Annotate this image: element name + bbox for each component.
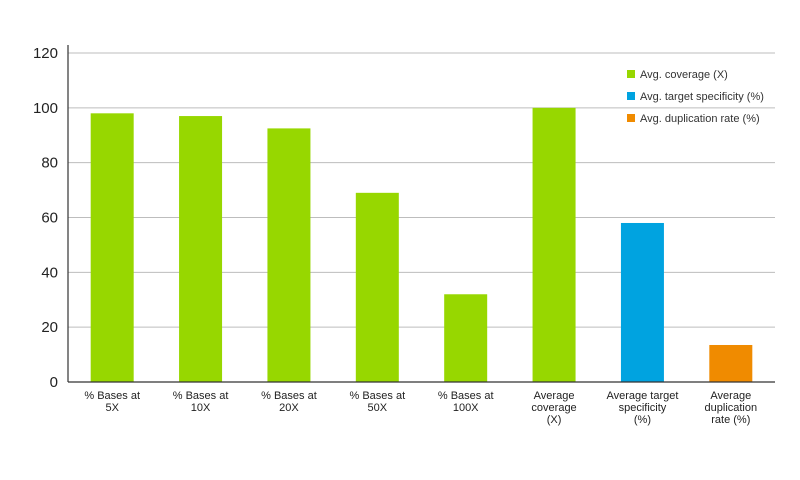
y-tick-label: 60 — [41, 210, 58, 227]
x-tick-label: % Bases at 10X — [173, 390, 229, 414]
legend-label: Avg. coverage (X) — [640, 69, 728, 81]
y-tick-label: 40 — [41, 264, 58, 281]
y-axis-ticks: 0 20 40 60 80 100 120 — [33, 45, 58, 391]
x-tick-label: Average target specificity (%) — [606, 390, 678, 426]
legend-swatch — [627, 114, 635, 122]
y-tick-label: 120 — [33, 45, 58, 62]
y-tick-label: 80 — [41, 155, 58, 172]
x-tick-label: % Bases at 20X — [261, 390, 317, 414]
legend-label: Avg. duplication rate (%) — [640, 113, 760, 125]
x-tick-label: Average coverage (X) — [531, 390, 576, 426]
legend-label: Avg. target specificity (%) — [640, 91, 764, 103]
legend-swatch — [627, 70, 635, 78]
x-tick-label: Average duplication rate (%) — [705, 390, 758, 426]
legend-swatch — [627, 92, 635, 100]
y-tick-label: 0 — [50, 374, 58, 391]
x-axis-labels: % Bases at 5X % Bases at 10X % Bases at 20X % … — [84, 390, 757, 426]
bar — [620, 222, 664, 382]
bar — [179, 116, 223, 382]
bar — [355, 192, 399, 382]
bar — [267, 128, 311, 382]
x-tick-label: % Bases at 100X — [438, 390, 494, 414]
x-tick-label: % Bases at 5X — [84, 390, 140, 414]
bar — [444, 294, 488, 382]
legend: Avg. coverage (X) Avg. target specificity… — [627, 69, 764, 125]
axes — [67, 45, 775, 383]
x-tick-label: % Bases at 50X — [349, 390, 405, 414]
bar — [90, 113, 134, 383]
bars — [90, 107, 753, 383]
y-tick-label: 100 — [33, 100, 58, 117]
bar — [532, 107, 576, 382]
y-tick-label: 20 — [41, 319, 58, 336]
bar — [709, 344, 753, 382]
